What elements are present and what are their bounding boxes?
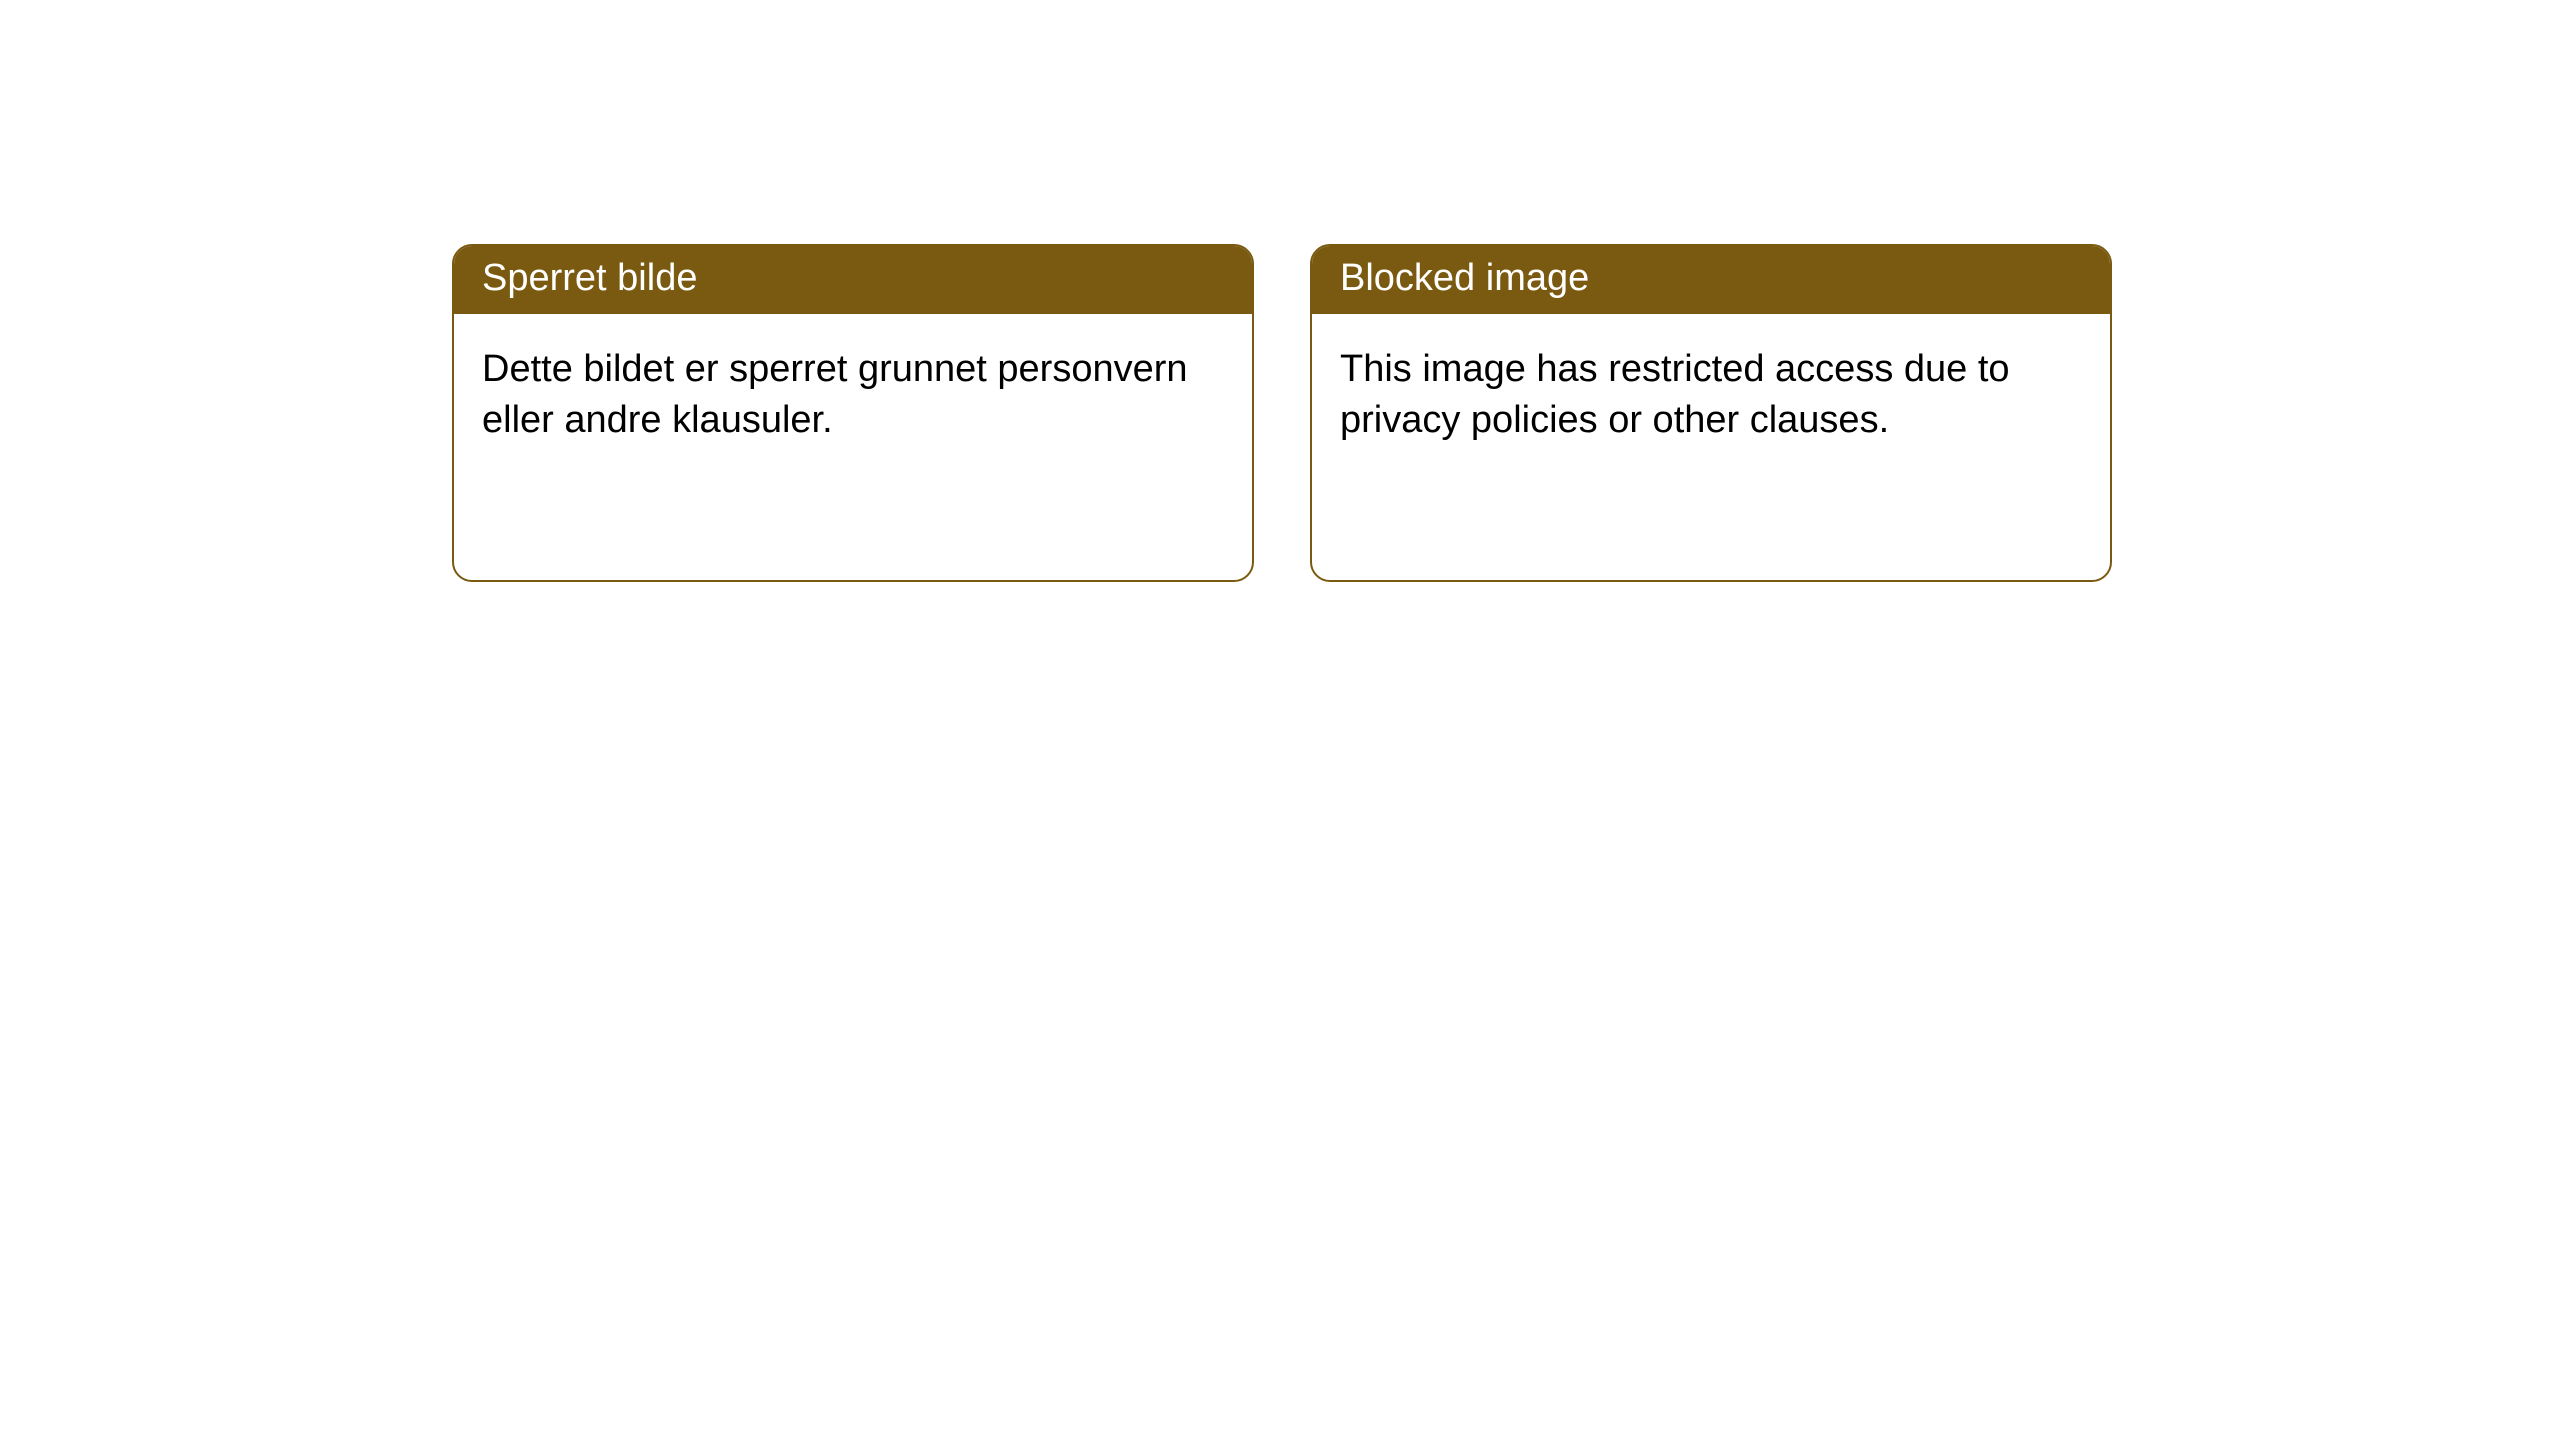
card-header-no: Sperret bilde [454,246,1252,314]
card-body-no: Dette bildet er sperret grunnet personve… [454,314,1252,477]
blocked-image-card-en: Blocked image This image has restricted … [1310,244,2112,582]
card-header-en: Blocked image [1312,246,2110,314]
blocked-image-card-no: Sperret bilde Dette bildet er sperret gr… [452,244,1254,582]
card-body-en: This image has restricted access due to … [1312,314,2110,477]
blocked-image-notice-container: Sperret bilde Dette bildet er sperret gr… [452,244,2112,582]
